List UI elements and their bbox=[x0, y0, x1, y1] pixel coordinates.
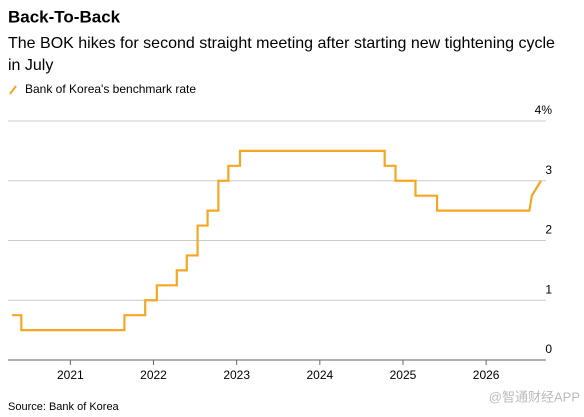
legend-swatch bbox=[9, 85, 17, 95]
y-tick-label: 0 bbox=[545, 342, 552, 356]
legend-label: Bank of Korea's benchmark rate bbox=[25, 82, 196, 96]
y-tick-label: 3 bbox=[545, 163, 552, 177]
chart-subtitle: The BOK hikes for second straight meetin… bbox=[8, 35, 555, 74]
y-tick-label: 2 bbox=[545, 223, 552, 237]
x-tick-label: 2025 bbox=[390, 368, 417, 382]
subtitle-box: The BOK hikes for second straight meetin… bbox=[8, 35, 555, 74]
x-tick-label: 2023 bbox=[223, 368, 250, 382]
x-tick-label: 2024 bbox=[306, 368, 333, 382]
y-tick-label: 1 bbox=[545, 282, 552, 296]
rate-line bbox=[12, 149, 542, 332]
x-tick-label: 2026 bbox=[473, 368, 500, 382]
x-tick-label: 2021 bbox=[57, 368, 84, 382]
source: Source: Bank of Korea bbox=[8, 401, 120, 413]
y-tick-label: 4% bbox=[535, 103, 553, 117]
chart-title: Back-To-Back bbox=[8, 7, 121, 26]
x-tick-label: 2022 bbox=[140, 368, 167, 382]
watermark: @智通财经APP bbox=[489, 389, 580, 404]
